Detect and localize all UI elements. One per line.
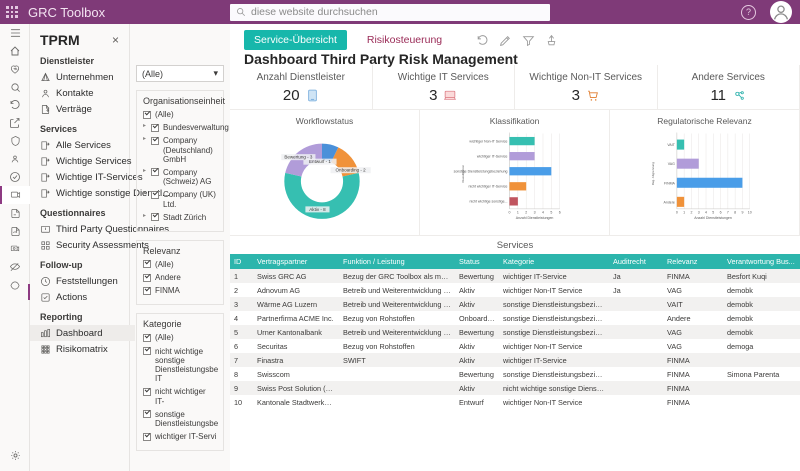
- svg-text:3: 3: [534, 210, 536, 214]
- svg-text:3: 3: [698, 210, 700, 214]
- svg-text:0: 0: [676, 210, 678, 214]
- svg-text:wichtiger Non-IT Service: wichtiger Non-IT Service: [469, 139, 507, 143]
- svg-text:7: 7: [727, 210, 729, 214]
- svg-text:2: 2: [690, 210, 692, 214]
- svg-text:Andere: Andere: [664, 200, 675, 204]
- svg-text:Klassifikation: Klassifikation: [461, 165, 465, 183]
- svg-text:nicht wichtiger IT-Service: nicht wichtiger IT-Service: [469, 185, 508, 189]
- svg-text:1: 1: [517, 210, 519, 214]
- svg-text:Reg. Abgrenzung: Reg. Abgrenzung: [651, 162, 655, 186]
- svg-text:0: 0: [509, 210, 511, 214]
- svg-text:VAIT: VAIT: [667, 143, 675, 147]
- svg-text:sonstige Dienstleistungsbezieh: sonstige Dienstleistungsbeziehung: [454, 169, 508, 173]
- svg-text:wichtiger IT-Service: wichtiger IT-Service: [477, 154, 508, 158]
- svg-text:VAG: VAG: [668, 162, 675, 166]
- svg-text:5: 5: [550, 210, 552, 214]
- svg-text:Onboarding - 2: Onboarding - 2: [336, 168, 367, 173]
- svg-text:10: 10: [748, 210, 752, 214]
- svg-text:2: 2: [525, 210, 527, 214]
- svg-text:6: 6: [559, 210, 561, 214]
- svg-text:Anzahl Dienstleistungen: Anzahl Dienstleistungen: [516, 216, 554, 220]
- svg-text:Aktiv - 8: Aktiv - 8: [309, 207, 326, 212]
- svg-text:Anzahl Dienstleistungen: Anzahl Dienstleistungen: [694, 216, 732, 220]
- svg-text:nicht wichtige sonstige...: nicht wichtige sonstige...: [470, 200, 508, 204]
- svg-text:9: 9: [741, 210, 743, 214]
- svg-text:4: 4: [542, 210, 544, 214]
- svg-text:6: 6: [720, 210, 722, 214]
- svg-text:1: 1: [683, 210, 685, 214]
- svg-text:5: 5: [712, 210, 714, 214]
- svg-text:FINMA: FINMA: [664, 181, 676, 185]
- svg-text:8: 8: [734, 210, 736, 214]
- svg-text:Bewertung - 3: Bewertung - 3: [284, 155, 313, 160]
- svg-text:4: 4: [705, 210, 707, 214]
